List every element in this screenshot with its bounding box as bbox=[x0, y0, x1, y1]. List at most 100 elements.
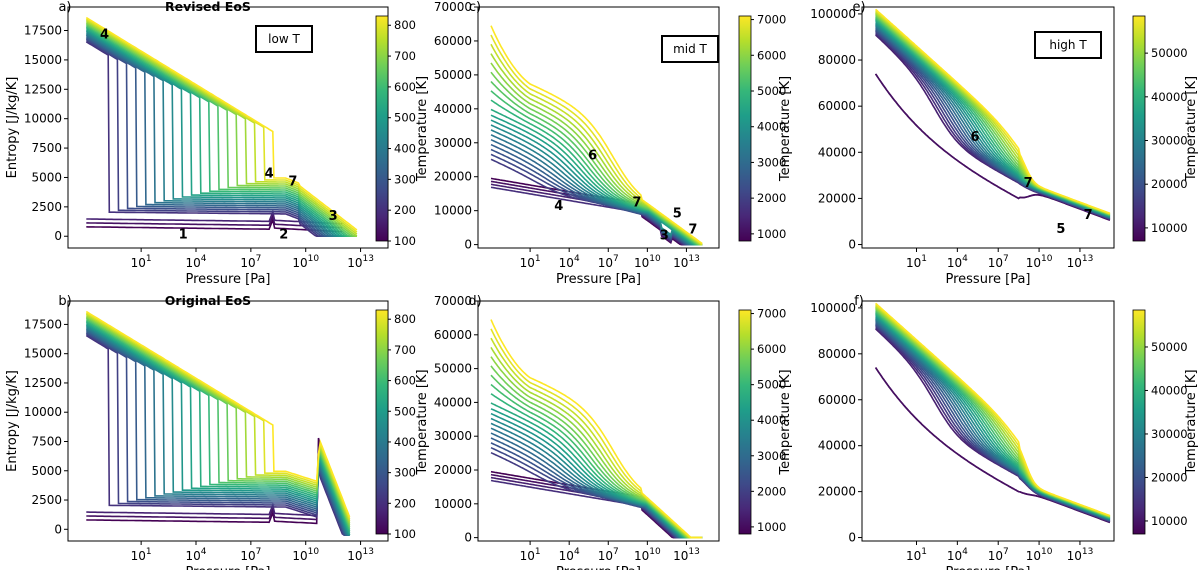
region-annotation: 5 bbox=[1056, 222, 1065, 237]
y-tick-label: 0 bbox=[54, 229, 62, 243]
panel-e: 101 104 107 1010 1013 0 20000 40000 60000 80000 10… bbox=[810, 0, 1199, 287]
series-group bbox=[85, 16, 358, 237]
colorbar-label: Temperature [K] bbox=[1184, 76, 1199, 182]
regime-box bbox=[661, 35, 719, 63]
panel-c: 101 104 107 1010 1013 0 10000 20000 30000 40000 50… bbox=[434, 0, 793, 287]
colorbar-tick-label: 400 bbox=[394, 435, 416, 449]
x-tick-label: 1013 bbox=[347, 254, 374, 270]
y-tick-label: 80000 bbox=[818, 53, 856, 67]
colorbar-label: Temperature [K] bbox=[1184, 369, 1199, 475]
colorbar-tick-label: 500 bbox=[394, 404, 416, 418]
x-tick-label: 104 bbox=[947, 547, 968, 563]
colorbar-tick-label: 40000 bbox=[1151, 90, 1188, 104]
panel-label: d) bbox=[468, 294, 481, 309]
series-line bbox=[85, 333, 350, 536]
x-tick-label: 107 bbox=[988, 254, 1009, 270]
y-tick-label: 10000 bbox=[24, 405, 62, 419]
series-group bbox=[874, 8, 1111, 221]
y-tick-label: 0 bbox=[848, 238, 856, 252]
colorbar-label: Temperature [K] bbox=[778, 76, 793, 182]
x-tick-label: 101 bbox=[131, 254, 152, 270]
region-annotation: 5 bbox=[673, 206, 682, 221]
y-tick-label: 50000 bbox=[434, 68, 472, 82]
colorbar-tick-label: 300 bbox=[394, 172, 416, 186]
colorbar-tick-label: 5000 bbox=[757, 378, 786, 392]
series-line bbox=[85, 322, 351, 536]
colorbar bbox=[738, 309, 752, 535]
x-tick-label: 107 bbox=[988, 547, 1009, 563]
x-axis-label: Pressure [Pa] bbox=[185, 565, 270, 570]
colorbar-tick-label: 800 bbox=[394, 312, 416, 326]
x-tick-label: 1010 bbox=[292, 254, 319, 270]
series-line bbox=[85, 16, 358, 231]
series-line bbox=[85, 34, 357, 237]
colorbar bbox=[1132, 15, 1146, 242]
series-group bbox=[874, 302, 1111, 524]
x-tick-label: 101 bbox=[520, 547, 541, 563]
colorbar-tick-label: 4000 bbox=[757, 413, 786, 427]
plot-frame bbox=[477, 300, 720, 542]
colorbar-tick-label: 100 bbox=[394, 527, 416, 541]
panel-d: 101 104 107 1010 1013 0 10000 20000 30000 40000 50… bbox=[434, 294, 793, 570]
regime-box bbox=[255, 25, 313, 53]
y-tick-label: 5000 bbox=[31, 464, 62, 478]
series-line bbox=[85, 27, 357, 237]
colorbar-tick-label: 50000 bbox=[1151, 340, 1188, 354]
y-tick-label: 15000 bbox=[24, 53, 62, 67]
colorbar-label: Temperature [K] bbox=[415, 76, 430, 182]
colorbar-tick-label: 50000 bbox=[1151, 46, 1188, 60]
series-line bbox=[85, 33, 357, 237]
y-tick-label: 60000 bbox=[818, 99, 856, 113]
series-line bbox=[874, 367, 1111, 524]
regime-label: high T bbox=[1049, 38, 1087, 52]
series-group bbox=[490, 25, 703, 246]
series-line bbox=[86, 450, 349, 519]
y-tick-label: 0 bbox=[848, 531, 856, 545]
y-tick-label: 17500 bbox=[24, 24, 62, 38]
x-tick-label: 101 bbox=[906, 254, 927, 270]
x-tick-label: 101 bbox=[520, 254, 541, 270]
panel-title: Revised EoS bbox=[165, 0, 251, 14]
series-line bbox=[85, 326, 350, 536]
colorbar-tick-label: 3000 bbox=[757, 155, 786, 169]
series-line bbox=[85, 334, 350, 536]
x-tick-label: 104 bbox=[559, 254, 580, 270]
colorbar-tick-label: 400 bbox=[394, 142, 416, 156]
y-tick-label: 30000 bbox=[434, 136, 472, 150]
x-tick-label: 101 bbox=[131, 547, 152, 563]
colorbar bbox=[375, 15, 389, 242]
series-line bbox=[85, 29, 357, 237]
colorbar-tick-label: 6000 bbox=[757, 48, 786, 62]
region-annotation: 3 bbox=[329, 209, 338, 224]
colorbar-tick-label: 6000 bbox=[757, 342, 786, 356]
y-tick-label: 20000 bbox=[434, 463, 472, 477]
x-axis-label: Pressure [Pa] bbox=[945, 272, 1030, 287]
y-tick-label: 7500 bbox=[31, 141, 62, 155]
colorbar-tick-label: 1000 bbox=[757, 520, 786, 534]
panel-title: Original EoS bbox=[165, 293, 251, 308]
y-tick-label: 20000 bbox=[818, 485, 856, 499]
y-tick-label: 80000 bbox=[818, 347, 856, 361]
series-line bbox=[490, 124, 703, 246]
colorbar-tick-label: 300 bbox=[394, 466, 416, 480]
colorbar-tick-label: 1000 bbox=[757, 227, 786, 241]
y-tick-label: 30000 bbox=[434, 429, 472, 443]
y-tick-label: 20000 bbox=[434, 170, 472, 184]
colorbar-tick-label: 10000 bbox=[1151, 514, 1188, 528]
y-tick-label: 70000 bbox=[434, 294, 472, 308]
series-line bbox=[85, 35, 357, 237]
series-line bbox=[86, 213, 343, 229]
plot-frame bbox=[861, 6, 1115, 249]
series-line bbox=[85, 38, 357, 237]
colorbar-tick-label: 2000 bbox=[757, 191, 786, 205]
series-line bbox=[85, 328, 350, 536]
y-tick-label: 60000 bbox=[434, 34, 472, 48]
series-line bbox=[85, 332, 350, 536]
panel-b: 101 104 107 1010 1013 0 2500 5000 7500 10000 12500… bbox=[5, 293, 430, 570]
y-tick-label: 100000 bbox=[810, 7, 856, 21]
y-tick-label: 40000 bbox=[434, 102, 472, 116]
x-tick-label: 1013 bbox=[347, 547, 374, 563]
plot-frame bbox=[861, 300, 1115, 542]
series-line bbox=[85, 19, 358, 235]
region-annotation: 4 bbox=[554, 199, 563, 214]
